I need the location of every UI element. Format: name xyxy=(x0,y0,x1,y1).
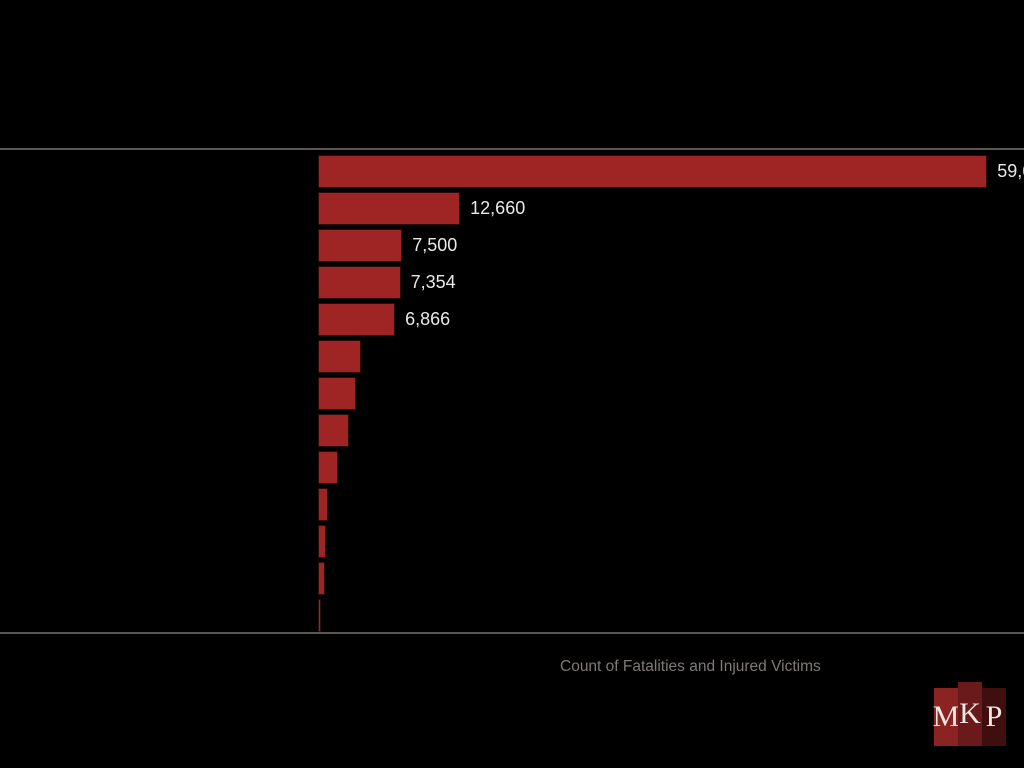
bar-value-label: 12,660 xyxy=(470,198,525,219)
bar-row xyxy=(318,340,361,373)
bar xyxy=(318,155,987,188)
bar-row xyxy=(318,377,356,410)
bar-row xyxy=(318,414,349,447)
bar xyxy=(318,414,349,447)
logo-stripe: P xyxy=(982,688,1006,746)
chart-stage: 59,603 12,660 7,500 7,354 6,866 Count of Fat… xyxy=(0,0,1024,768)
bar-value-label: 59,603 xyxy=(997,161,1024,182)
bar xyxy=(318,599,321,632)
chart-panel: 59,603 12,660 7,500 7,354 6,866 xyxy=(0,148,1024,634)
bar-row xyxy=(318,525,326,558)
bar-row: 6,866 xyxy=(318,303,450,336)
x-axis-title: Count of Fatalities and Injured Victims xyxy=(560,658,821,676)
bar-row: 7,354 xyxy=(318,266,456,299)
bar-row: 59,603 xyxy=(318,155,1024,188)
bar-row: 7,500 xyxy=(318,229,457,262)
bar-value-label: 7,354 xyxy=(411,272,456,293)
bar xyxy=(318,488,328,521)
bar-value-label: 6,866 xyxy=(405,309,450,330)
logo-letter: M xyxy=(933,700,960,734)
bar xyxy=(318,303,395,336)
plot-area: 59,60312,6607,5007,3546,866 xyxy=(318,150,994,632)
bar xyxy=(318,192,460,225)
bar xyxy=(318,451,338,484)
bar xyxy=(318,525,326,558)
logo-stripe: K xyxy=(958,682,982,746)
bar-row: 12,660 xyxy=(318,192,525,225)
bar-row xyxy=(318,451,338,484)
logo-letter: P xyxy=(986,700,1003,734)
bar xyxy=(318,562,325,595)
bar-row xyxy=(318,488,328,521)
bar-row xyxy=(318,599,321,632)
logo-stripe: M xyxy=(934,688,958,746)
bar-value-label: 7,500 xyxy=(412,235,457,256)
bar xyxy=(318,340,361,373)
logo-letter: K xyxy=(959,697,981,731)
bar xyxy=(318,229,402,262)
bar-row xyxy=(318,562,325,595)
mkp-logo: MKP xyxy=(934,682,1006,746)
bar xyxy=(318,377,356,410)
bar xyxy=(318,266,401,299)
